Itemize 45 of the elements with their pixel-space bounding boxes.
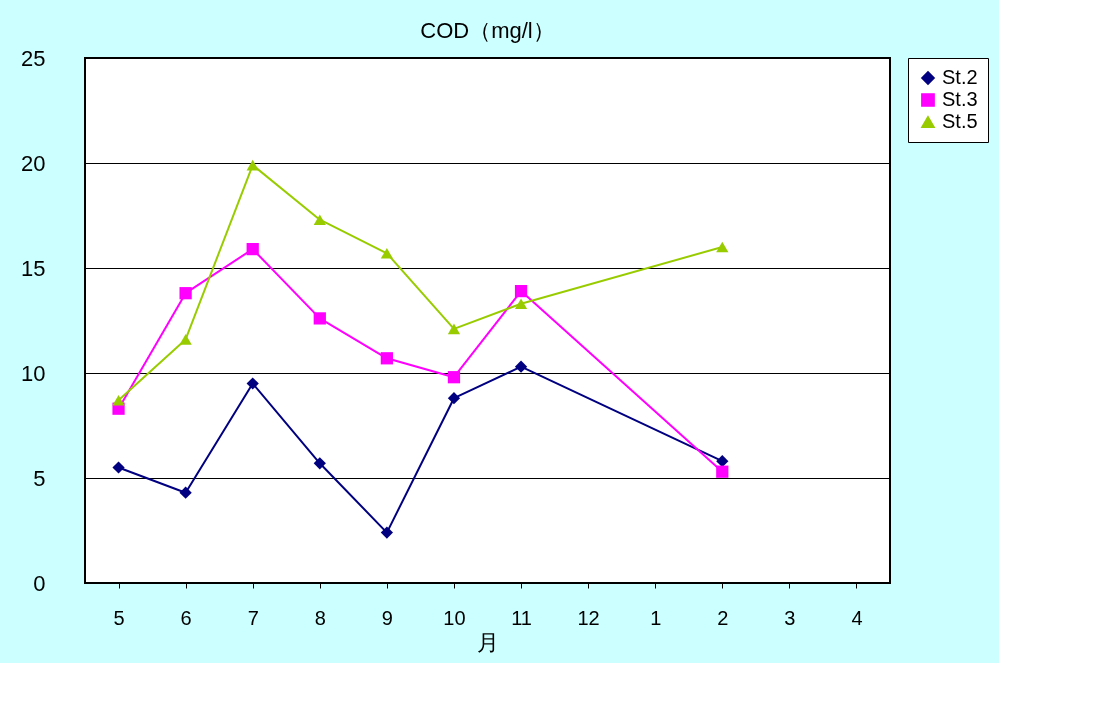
point — [246, 377, 259, 390]
point — [514, 284, 528, 298]
point — [514, 360, 528, 373]
x-tick-label: 10 — [443, 606, 466, 629]
x-tick-label: 12 — [577, 606, 600, 629]
point — [514, 298, 528, 309]
x-tick-label: 3 — [784, 606, 796, 629]
x-tick-label: 7 — [247, 606, 259, 629]
point — [716, 241, 729, 253]
y-tick-label: 25 — [21, 45, 46, 71]
x-tick-label: 11 — [511, 606, 532, 629]
y-tick-label: 15 — [21, 255, 46, 281]
point — [313, 457, 326, 470]
chart-title: COD（mg/l） — [420, 18, 555, 43]
point — [112, 461, 125, 474]
point — [716, 465, 729, 478]
point — [246, 159, 259, 171]
y-tick-label: 10 — [21, 360, 46, 386]
point — [447, 323, 461, 335]
point — [447, 371, 461, 384]
point — [179, 334, 192, 345]
x-axis-title: 月 — [477, 629, 499, 655]
legend-label: St.3 — [942, 88, 978, 110]
x-tick-label: 9 — [381, 606, 393, 629]
point — [179, 287, 192, 300]
x-tick-label: 4 — [851, 606, 863, 629]
x-tick-label: 1 — [650, 606, 662, 629]
point — [179, 486, 192, 499]
y-tick-label: 0 — [33, 570, 46, 596]
point — [112, 395, 125, 406]
y-tick-label: 5 — [33, 465, 46, 491]
legend-label: St.2 — [942, 66, 978, 88]
point — [313, 214, 326, 225]
x-tick-label: 5 — [113, 606, 125, 629]
point — [380, 526, 393, 539]
x-tick-label: 8 — [314, 606, 326, 629]
y-tick-label: 20 — [21, 150, 46, 176]
point — [380, 248, 393, 259]
legend-label: St.5 — [942, 110, 978, 132]
x-tick-label: 6 — [180, 606, 192, 629]
point — [313, 312, 326, 325]
point — [246, 242, 259, 256]
point — [380, 352, 393, 365]
x-tick-label: 2 — [717, 606, 729, 629]
point — [447, 392, 461, 405]
